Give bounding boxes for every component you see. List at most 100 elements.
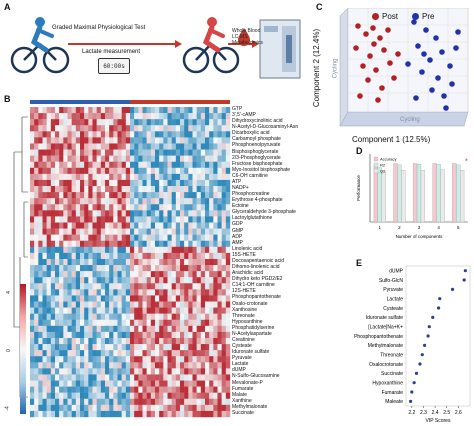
pca-legend-post-dot	[372, 13, 379, 20]
e-category-label: Maleate	[385, 399, 403, 405]
pca-point-post	[377, 35, 383, 41]
metabolite-label: Phosphocreatine	[232, 191, 270, 198]
d-bar-accuracy	[373, 164, 378, 223]
metabolite-label: Arachidic acid	[232, 270, 264, 277]
metabolite-label: N-Acetyl-D-Glucosaminyl-Asn	[232, 124, 299, 131]
colorbar	[20, 284, 26, 414]
metabolite-label: Xanthosine	[232, 306, 258, 313]
e-x-tick: 2.6	[455, 410, 462, 416]
metabolite-label: Methylmalonate	[232, 403, 268, 410]
e-category-label: Methylmalonate	[368, 343, 404, 349]
e-category-label: Sulfo-GlcN	[379, 278, 404, 284]
e-category-label: Pyruvate	[383, 287, 403, 293]
e-point	[410, 390, 414, 394]
d-ylabel: Performance	[356, 175, 361, 201]
metabolite-label: Bisphosphoglycerate	[232, 148, 279, 155]
cyclist-red-icon	[182, 17, 240, 74]
e-category-label: Hypoxanthine	[372, 380, 403, 386]
metabolite-label: Cysteate	[232, 343, 252, 350]
metabolite-label: Phosphopantothenate	[232, 294, 281, 301]
metabolite-label: dUMP	[232, 367, 246, 374]
d-x-tick: 1	[379, 225, 382, 230]
d-bar-accuracy	[393, 163, 398, 223]
e-point	[463, 269, 467, 273]
e-point	[418, 362, 422, 366]
colorbar-tick-mid: 0	[5, 349, 12, 352]
heatmap	[13, 100, 231, 418]
d-x-tick: 4	[437, 225, 440, 230]
e-point	[462, 278, 466, 282]
pca-point-pre	[415, 43, 421, 49]
pca-point-pre	[421, 51, 427, 57]
metabolomics-label: Metabolomics	[232, 40, 263, 46]
metabolite-label: 15S-HETE	[232, 251, 256, 258]
metabolite-label: Fructose bisphosphate	[232, 160, 283, 167]
metabolite-label: Succinate	[232, 409, 254, 416]
d-legend-label: Accuracy	[380, 157, 396, 162]
metabolite-label: NADP+	[232, 185, 249, 192]
metabolite-label: Lactate	[232, 361, 249, 368]
blood-drop-icon	[238, 28, 250, 46]
metabolite-label: Carbamoyl phosphate	[232, 136, 281, 143]
metabolite-label: Dihomo-linolenic acid	[232, 264, 280, 271]
e-x-tick: 2.4	[432, 410, 439, 416]
d-bar-q2	[401, 170, 406, 223]
d-bar-accuracy	[412, 163, 418, 223]
metabolite-label: N-Sulfo-Glucosamine	[232, 373, 280, 380]
metabolite-label: Dihydro keto PGD2/E2	[232, 276, 283, 283]
metabolite-label: Xanthine	[232, 397, 252, 404]
e-x-tick: 2.5	[443, 410, 450, 416]
pca-point-post	[371, 41, 377, 47]
lcms-machine-icon	[259, 19, 301, 79]
whole-blood-label: Whole Blood	[232, 28, 261, 34]
e-point	[450, 287, 455, 291]
pca-legend-post: Post	[382, 12, 399, 21]
metabolite-label: Malate	[232, 391, 248, 398]
metabolite-label: Creatinine	[232, 336, 255, 343]
pca-point-post	[367, 53, 373, 59]
d-bar-r2	[397, 164, 402, 223]
pca-point-pre	[439, 49, 445, 55]
metabolite-label: Lactoylglutathione	[232, 215, 273, 222]
lactate-label: Lactate measurement	[82, 49, 141, 55]
panel-label-c: C	[316, 2, 323, 12]
d-legend-swatch	[373, 168, 379, 174]
pca-point-post	[373, 67, 379, 73]
e-frame	[405, 265, 471, 407]
pca-point-post	[370, 25, 376, 31]
e-point	[436, 306, 441, 310]
d-x-tick: 5	[457, 225, 460, 230]
pca-point-post	[395, 51, 401, 57]
metabolite-label: Myo-Inositol bisphosphate	[232, 166, 291, 173]
e-point	[426, 334, 430, 338]
metabolite-label: 12S-HETE	[232, 288, 256, 295]
test-label: Graded Maximal Physiological Test	[52, 25, 146, 31]
metabolite-label: Phosphatidylserine	[232, 324, 275, 331]
pca-point-pre	[455, 29, 461, 35]
panel-label-d: D	[356, 146, 363, 156]
e-point	[409, 399, 413, 403]
metabolite-label: 2/3-Phosphoglycerate	[232, 154, 281, 161]
d-bar-r2	[377, 167, 382, 223]
d-bar-accuracy	[452, 163, 457, 223]
pca-side-label: Cycling	[332, 58, 339, 79]
d-bar-r2	[436, 164, 441, 223]
e-point	[438, 297, 442, 301]
metabolite-label: Docosapentaenoic acid	[232, 257, 284, 264]
pca-point-pre	[427, 57, 433, 63]
d-legend-label: R2	[380, 163, 386, 168]
pca-point-post	[363, 31, 369, 37]
group-bar-pre	[30, 100, 130, 104]
e-point	[420, 353, 424, 357]
e-x-tick: 2.3	[420, 410, 427, 416]
pca-point-post	[365, 77, 371, 83]
timer-display: 60:00s	[98, 58, 130, 74]
d-bar-q2	[381, 171, 386, 223]
pca-point-post	[353, 45, 359, 51]
d-bar-accuracy	[432, 163, 437, 223]
pca-point-post	[355, 23, 361, 29]
metabolite-label: Phosphoenolpyruvate	[232, 142, 281, 149]
metabolite-label: N-Acetylaspartate	[232, 330, 272, 337]
d-legend-label: Q2	[380, 169, 386, 174]
